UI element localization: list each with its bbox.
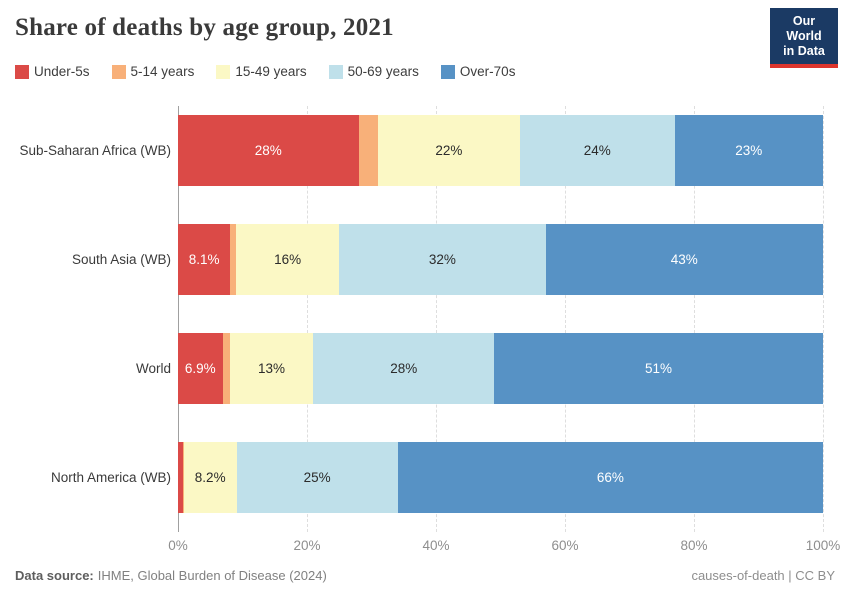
x-axis-ticks: 0% 20% 40% 60% 80% 100% bbox=[168, 538, 840, 554]
gridline bbox=[565, 106, 566, 532]
bar-value-label: 25% bbox=[303, 470, 331, 485]
bar-segment-50-69-years[interactable]: 28% bbox=[313, 333, 495, 404]
bar-stack: 6.9% 13% 28% 51% bbox=[178, 333, 823, 404]
x-tick-label: 80% bbox=[680, 538, 708, 553]
owid-logo[interactable]: Our World in Data bbox=[770, 8, 838, 68]
bar-segment-50-69-years[interactable]: 24% bbox=[519, 115, 675, 186]
bar-segment-under-5s[interactable]: 6.9% bbox=[178, 333, 223, 404]
owid-logo-line1: Our World bbox=[786, 14, 822, 43]
bar-row-label: Sub-Saharan Africa (WB) bbox=[19, 143, 171, 158]
bar-value-label: 6.9% bbox=[184, 361, 216, 376]
bar-row-label: South Asia (WB) bbox=[71, 252, 171, 267]
bar-segment-5-14-years[interactable] bbox=[358, 115, 378, 186]
legend-label: 5-14 years bbox=[130, 64, 195, 79]
bar-row-north-america-wb: North America (WB) 8.2% 25% 66% bbox=[51, 442, 824, 513]
bar-stack: 8.1% 16% 32% 43% bbox=[178, 224, 823, 295]
legend-swatch-icon bbox=[111, 64, 126, 79]
x-tick-label: 60% bbox=[551, 538, 579, 553]
gridline bbox=[823, 106, 824, 532]
x-tick-label: 0% bbox=[168, 538, 188, 553]
bar-stack: 28% 22% 24% 23% bbox=[178, 115, 823, 186]
legend-swatch-icon bbox=[328, 64, 343, 79]
bar-segment-5-14-years[interactable] bbox=[230, 224, 237, 295]
bar-row-label: World bbox=[135, 361, 171, 376]
bar-segment-over-70s[interactable]: 43% bbox=[545, 224, 823, 295]
legend-item-15-49-years[interactable]: 15-49 years bbox=[216, 64, 307, 79]
x-tick-label: 40% bbox=[422, 538, 450, 553]
bar-segment-over-70s[interactable]: 66% bbox=[397, 442, 824, 513]
bar-value-label: 28% bbox=[390, 361, 418, 376]
bar-value-label: 16% bbox=[274, 252, 302, 267]
legend: Under-5s 5-14 years 15-49 years 50-69 years… bbox=[15, 64, 750, 79]
legend-label: 15-49 years bbox=[235, 64, 307, 79]
bar-value-label: 66% bbox=[596, 470, 624, 485]
bar-segment-under-5s[interactable] bbox=[178, 442, 183, 513]
bar-value-label: 23% bbox=[735, 143, 763, 158]
bar-segment-15-49-years[interactable]: 13% bbox=[229, 333, 314, 404]
bar-segment-15-49-years[interactable]: 22% bbox=[377, 115, 520, 186]
bar-segment-over-70s[interactable]: 51% bbox=[494, 333, 823, 404]
legend-swatch-icon bbox=[216, 64, 231, 79]
bar-stack: 8.2% 25% 66% bbox=[178, 442, 824, 513]
bar-value-label: 8.1% bbox=[188, 252, 220, 267]
x-tick-label: 100% bbox=[805, 538, 841, 553]
legend-swatch-icon bbox=[440, 64, 455, 79]
gridline bbox=[694, 106, 695, 532]
legend-label: Under-5s bbox=[34, 64, 90, 79]
bar-segment-over-70s[interactable]: 23% bbox=[674, 115, 823, 186]
bar-value-label: 24% bbox=[583, 143, 611, 158]
bar-segment-under-5s[interactable]: 28% bbox=[178, 115, 359, 186]
plot-area: Sub-Saharan Africa (WB) 28% 22% 24% 23% South… bbox=[19, 106, 824, 532]
legend-item-over-70s[interactable]: Over-70s bbox=[440, 64, 516, 79]
bar-segment-15-49-years[interactable]: 16% bbox=[236, 224, 340, 295]
y-axis-line bbox=[178, 106, 179, 532]
legend-label: Over-70s bbox=[459, 64, 516, 79]
bar-segment-50-69-years[interactable]: 25% bbox=[236, 442, 398, 513]
owid-logo-line2: in Data bbox=[783, 44, 825, 58]
legend-label: 50-69 years bbox=[347, 64, 419, 79]
footer: Data source: IHME, Global Burden of Disea… bbox=[15, 568, 835, 583]
legend-item-under-5s[interactable]: Under-5s bbox=[15, 64, 90, 79]
bar-segment-under-5s[interactable]: 8.1% bbox=[178, 224, 231, 295]
x-tick-label: 20% bbox=[293, 538, 321, 553]
bar-value-label: 13% bbox=[258, 361, 286, 376]
bar-value-label: 32% bbox=[428, 252, 456, 267]
bar-value-label: 8.2% bbox=[194, 470, 226, 485]
chart-title: Share of deaths by age group, 2021 bbox=[15, 14, 394, 41]
bar-segment-15-49-years[interactable]: 8.2% bbox=[183, 442, 237, 513]
bar-value-label: 28% bbox=[254, 143, 282, 158]
bar-segment-5-14-years[interactable] bbox=[222, 333, 230, 404]
gridline bbox=[436, 106, 437, 532]
bar-row-sub-saharan-africa-wb: Sub-Saharan Africa (WB) 28% 22% 24% 23% bbox=[19, 115, 823, 186]
legend-swatch-icon bbox=[15, 64, 29, 79]
bar-value-label: 51% bbox=[644, 361, 673, 376]
credit-link[interactable]: causes-of-death | CC BY bbox=[691, 568, 835, 583]
bar-row-label: North America (WB) bbox=[50, 470, 171, 485]
data-source-note: Data source: IHME, Global Burden of Disea… bbox=[15, 568, 327, 583]
bar-value-label: 43% bbox=[670, 252, 698, 267]
bar-segment-50-69-years[interactable]: 32% bbox=[339, 224, 546, 295]
data-source-text: IHME, Global Burden of Disease (2024) bbox=[97, 568, 327, 583]
bar-row-world: World 6.9% 13% 28% 51% bbox=[136, 333, 823, 404]
bar-row-south-asia-wb: South Asia (WB) 8.1% 16% 32% 43% bbox=[72, 224, 823, 295]
bar-value-label: 22% bbox=[435, 143, 463, 158]
bar-segment-5-14-years[interactable] bbox=[182, 442, 184, 513]
data-source-label: Data source: bbox=[15, 568, 94, 583]
gridline bbox=[307, 106, 308, 532]
legend-item-50-69-years[interactable]: 50-69 years bbox=[328, 64, 419, 79]
legend-item-5-14-years[interactable]: 5-14 years bbox=[111, 64, 195, 79]
